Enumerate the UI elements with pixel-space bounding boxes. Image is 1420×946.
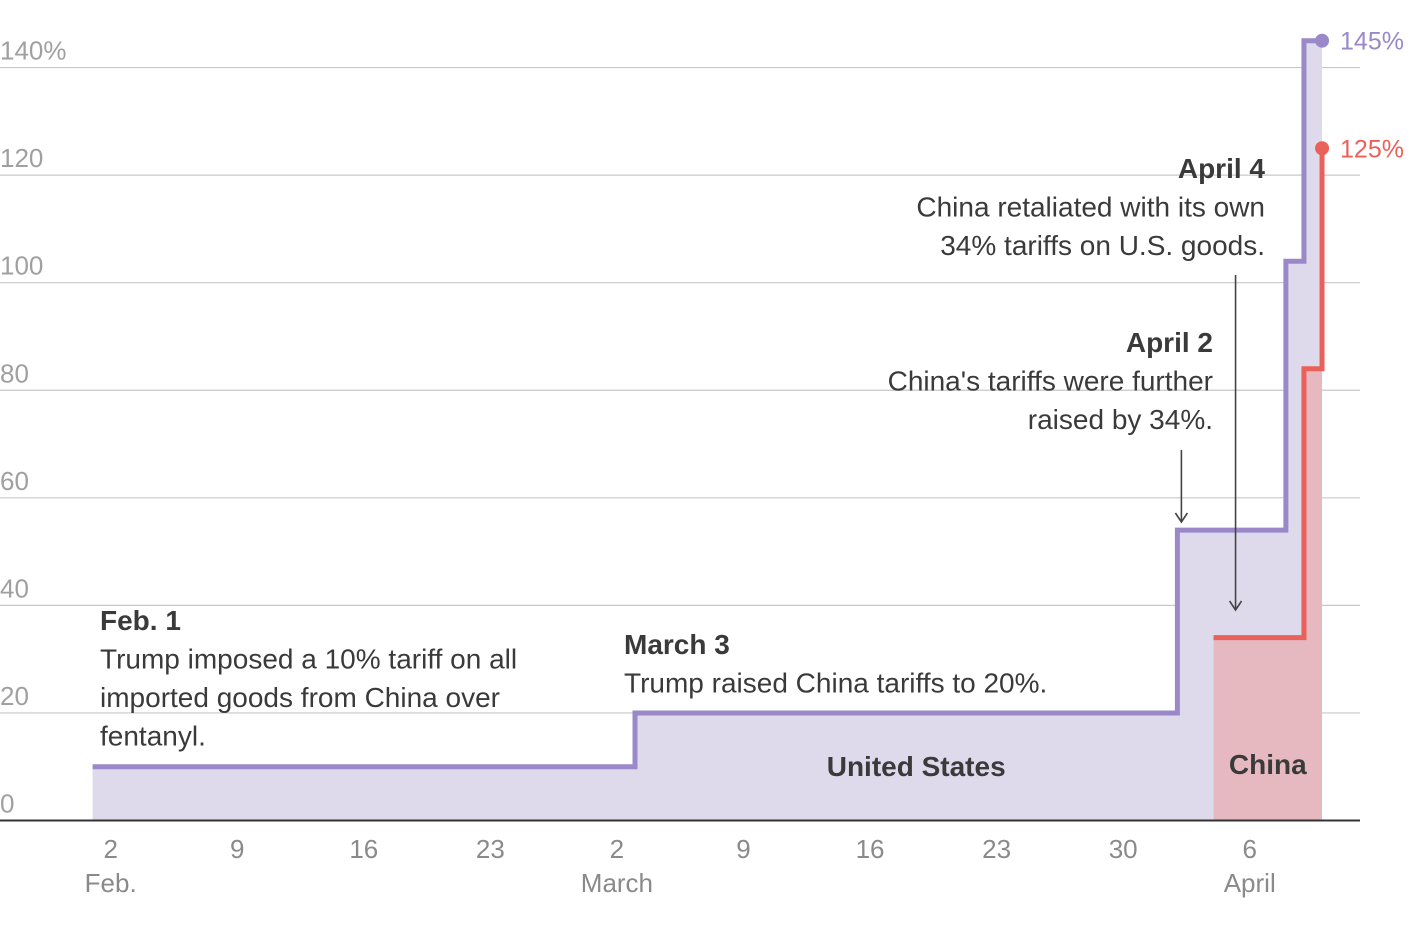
y-tick-label: 20 (0, 681, 29, 711)
annotation-march-3: March 3 Trump raised China tariffs to 20%… (620, 629, 1068, 699)
x-tick-month-label: Feb. (85, 868, 137, 898)
x-tick-label: 16 (856, 834, 885, 864)
annotation-body-line: China retaliated with its own (916, 192, 1265, 223)
y-tick-label: 60 (0, 466, 29, 496)
series-areas (92, 40, 1323, 821)
annotation-heading: Feb. 1 (100, 605, 181, 636)
china-line (1213, 148, 1325, 641)
annotation-body-line: 34% tariffs on U.S. goods. (940, 230, 1265, 261)
annotation-body-line: Trump raised China tariffs to 20%. (624, 668, 1047, 699)
annotation-april-4: April 4 China retaliated with its own 34% … (891, 153, 1269, 261)
series-label-united-states: United States (827, 751, 1006, 782)
april-2-arrow-head (1174, 512, 1189, 524)
annotation-body-line: raised by 34%. (1028, 404, 1213, 435)
x-tick-label: 2 (610, 834, 624, 864)
annotation-body-line: Trump imposed a 10% tariff on all (100, 644, 517, 675)
x-tick-month-label: April (1224, 868, 1276, 898)
y-tick-label: 120 (0, 143, 43, 173)
annotation-text-backdrop (620, 670, 1068, 681)
annotation-text-backdrop (921, 233, 1269, 243)
y-tick-label: 100 (0, 251, 43, 281)
united-states-area (92, 40, 1323, 821)
x-tick-label: 30 (1109, 834, 1138, 864)
axes: 0 20 40 60 80 100 120 140% 2 Feb. 9 16 23 2 March 9 16 23… (0, 36, 1360, 898)
gridlines (0, 66, 1360, 714)
annotation-body-line: imported goods from China over (100, 682, 500, 713)
china-end-label: 125% (1340, 135, 1404, 163)
annotation-feb-1: Feb. 1 Trump imposed a 10% tariff on all i… (96, 605, 544, 752)
china-end-point (1315, 141, 1330, 156)
annotations: Feb. 1 Trump imposed a 10% tariff on all i… (96, 153, 1269, 752)
annotation-body-line: fentanyl. (100, 721, 206, 752)
series-label-china: China (1229, 749, 1307, 780)
china-area (1213, 148, 1323, 821)
annotation-text-backdrop (864, 368, 1217, 379)
april-4-arrow-head (1228, 600, 1243, 612)
y-tick-label: 80 (0, 358, 29, 388)
annotation-text-backdrop (96, 723, 214, 734)
annotation-heading: March 3 (624, 629, 730, 660)
annotation-text-backdrop (1019, 407, 1217, 417)
x-tick-label: 23 (476, 834, 505, 864)
united-states-end-point (1315, 33, 1330, 48)
annotation-text-backdrop (96, 685, 524, 695)
annotation-heading: April 2 (1126, 327, 1213, 358)
annotation-body-line: China's tariffs were further (888, 366, 1213, 397)
x-tick-label: 9 (736, 834, 750, 864)
annotation-april-2: April 2 China's tariffs were further raise… (864, 327, 1217, 435)
annotation-heading: April 4 (1178, 153, 1266, 184)
x-tick-label: 9 (230, 834, 244, 864)
x-tick-label: 6 (1242, 834, 1256, 864)
united-states-line (92, 38, 1323, 770)
x-tick-label: 2 (103, 834, 117, 864)
united-states-end-label: 145% (1340, 28, 1404, 56)
annotation-text-backdrop (891, 194, 1269, 205)
y-tick-label: 0 (0, 789, 14, 819)
x-tick-label: 16 (349, 834, 378, 864)
annotation-text-backdrop (96, 646, 544, 657)
x-tick-label: 23 (982, 834, 1011, 864)
x-tick-month-label: March (581, 868, 653, 898)
y-tick-label: 140% (0, 36, 67, 66)
series-labels: 145% 125% United States China (827, 28, 1404, 782)
series-lines (92, 33, 1330, 770)
y-tick-label: 40 (0, 573, 29, 603)
